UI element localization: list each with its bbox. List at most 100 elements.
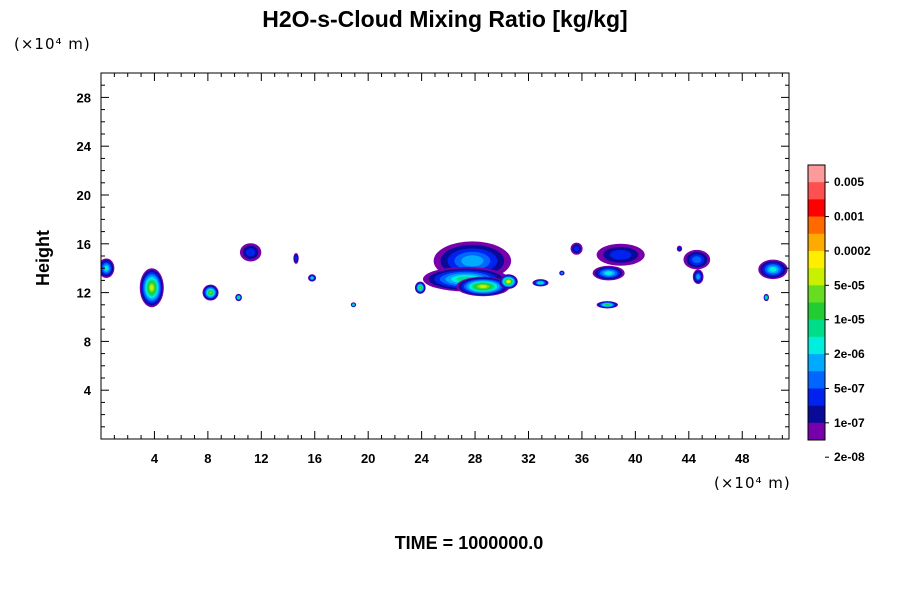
colorbar-swatch	[808, 199, 825, 217]
cloud-contour	[149, 284, 154, 291]
x-tick-label: 12	[254, 451, 268, 466]
x-axis: 4 8 12 16 20 24 28 32 36 40 44 48	[113, 73, 783, 466]
colorbar-swatch	[808, 371, 825, 389]
colorbar-swatch	[808, 268, 825, 286]
cloud-cell	[235, 293, 242, 302]
cloud-contour	[507, 280, 510, 283]
colorbar-label: 0.0002	[834, 244, 871, 258]
cloud-cell	[596, 243, 645, 266]
colorbar-label: 2e-06	[834, 347, 865, 361]
x-tick-label: 28	[468, 451, 482, 466]
colorbar-swatch	[808, 182, 825, 200]
cloud-cell	[308, 274, 317, 282]
cloud-cell	[692, 269, 704, 285]
colorbar-swatch	[808, 319, 825, 338]
colorbar-swatch	[808, 422, 825, 441]
colorbar-swatch	[808, 336, 825, 355]
x-tick-label: 20	[361, 451, 375, 466]
x-tick-label: 8	[204, 451, 211, 466]
colorbar-swatch	[808, 405, 825, 424]
cloud-contour	[769, 267, 777, 272]
x-tick-label: 16	[308, 451, 322, 466]
cloud-cell	[676, 245, 683, 252]
y-unit-label: (×10⁴ m)	[14, 35, 91, 53]
colorbar-label: 1e-05	[834, 313, 865, 327]
x-tick-label: 40	[628, 451, 642, 466]
x-tick-label: 36	[575, 451, 589, 466]
cloud-contour	[294, 256, 298, 261]
cloud-contour	[461, 255, 484, 267]
y-axis-label: Height	[33, 230, 53, 286]
cloud-cell	[570, 242, 583, 255]
colorbar-swatch	[808, 250, 825, 269]
y-tick-label: 8	[84, 334, 91, 349]
colorbar-label: 5e-05	[834, 278, 865, 292]
colorbar-swatch	[808, 302, 825, 320]
y-tick-label: 24	[77, 139, 92, 154]
cloud-cell	[414, 281, 426, 294]
cloud-cell	[532, 279, 549, 287]
cloud-cell	[559, 270, 565, 276]
cloud-contour	[696, 274, 700, 279]
colorbar-label: 0.005	[834, 175, 864, 189]
colorbar-frame	[807, 164, 826, 441]
y-tick-label: 20	[77, 188, 91, 203]
cloud-contour	[311, 277, 314, 279]
colorbar-label: 2e-08	[834, 450, 865, 464]
cloud-cell	[456, 276, 510, 297]
colorbar-swatch	[808, 165, 825, 183]
cloud-contour	[479, 285, 488, 288]
colorbar-swatch	[808, 388, 825, 406]
colorbar-swatch	[808, 216, 825, 235]
time-label: TIME = 1000000.0	[395, 533, 544, 553]
cloud-contour	[678, 247, 681, 251]
cloud-cell	[350, 302, 357, 308]
cloud-contour	[609, 249, 632, 260]
cloud-field	[101, 241, 788, 309]
colorbar-swatch	[808, 354, 825, 372]
cloud-cell	[202, 284, 219, 301]
cloud-contour	[538, 282, 543, 284]
cloud-contour	[605, 304, 610, 306]
colorbar-label: 0.001	[834, 210, 864, 224]
colorbar-swatch	[808, 285, 825, 303]
y-tick-label: 28	[77, 90, 91, 105]
cloud-cell	[239, 243, 262, 262]
cloud-cell	[683, 249, 711, 270]
cloud-cell	[763, 293, 769, 302]
x-tick-label: 4	[151, 451, 159, 466]
y-axis: 4 8 12 16 20 24 28	[77, 84, 789, 428]
cloud-contour	[573, 245, 580, 252]
cloud-contour	[561, 272, 563, 274]
x-unit-label: (×10⁴ m)	[714, 474, 791, 492]
cloud-cell	[293, 252, 299, 264]
cloud-contour	[604, 271, 613, 275]
cloud-contour	[352, 304, 354, 306]
cloud-contour	[692, 256, 702, 264]
x-tick-label: 24	[414, 451, 429, 466]
y-tick-label: 16	[77, 237, 91, 252]
colorbar-label: 5e-07	[834, 381, 865, 395]
colorbar-label: 1e-07	[834, 416, 865, 430]
y-tick-label: 4	[84, 383, 92, 398]
cloud-contour	[765, 296, 767, 299]
colorbar: 0.005 0.001 0.0002 5e-05 1e-05 2e-06 5e-07 1e-0…	[807, 164, 871, 464]
colorbar-swatch	[808, 233, 825, 252]
cloud-cell	[499, 274, 518, 289]
cloud-cell	[592, 265, 625, 281]
cloud-cell	[101, 258, 115, 278]
cloud-cell	[596, 301, 619, 309]
cloud-cell	[139, 268, 164, 308]
cloud-contour	[245, 248, 256, 257]
chart-title: H2O-s-Cloud Mixing Ratio [kg/kg]	[262, 6, 627, 32]
cloud-contour	[209, 291, 212, 294]
x-tick-label: 32	[521, 451, 535, 466]
x-tick-label: 44	[682, 451, 697, 466]
y-tick-label: 12	[77, 286, 91, 301]
cloud-contour	[237, 296, 240, 299]
cloud-cell	[758, 259, 788, 280]
cloud-contour	[104, 265, 109, 271]
cloud-contour	[419, 286, 422, 289]
x-tick-label: 48	[735, 451, 749, 466]
